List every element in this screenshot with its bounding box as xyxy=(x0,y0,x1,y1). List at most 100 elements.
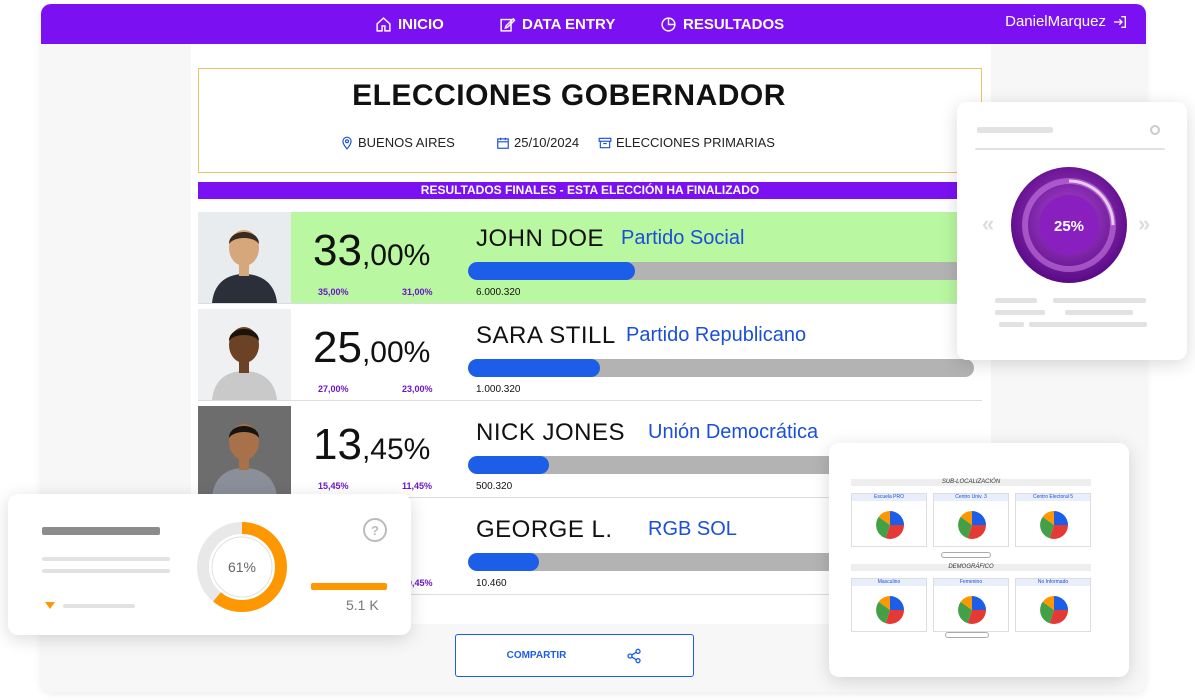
donut-value: 25% xyxy=(1054,218,1084,235)
vote-bar-track xyxy=(468,262,974,280)
share-label: COMPARTIR xyxy=(506,650,567,661)
orange-donut: 61% xyxy=(197,522,287,612)
archive-icon xyxy=(598,137,612,148)
report-preview-card: SUB-LOCALIZACIÓN Escuela PRO Centro Univ… xyxy=(829,443,1129,677)
candidate-photo xyxy=(198,309,291,400)
percentage: 13,45% xyxy=(313,420,431,469)
location-text: BUENOS AIRES xyxy=(358,135,455,150)
placeholder-bar xyxy=(995,310,1045,315)
report-panel: Centro Electoral 5 xyxy=(1015,493,1091,547)
chevron-right-icon[interactable]: » xyxy=(1138,211,1151,236)
party-name: Unión Democrática xyxy=(648,421,819,443)
report-selector[interactable] xyxy=(945,632,989,638)
donut-widget-card: « » 25% xyxy=(957,102,1187,360)
report-pie xyxy=(876,596,904,624)
placeholder-bar xyxy=(1029,322,1147,327)
party-name: Partido Republicano xyxy=(626,324,807,346)
sub-percentage-a: 27,00% xyxy=(318,384,349,394)
svg-text:?: ? xyxy=(371,523,379,538)
report-panel: Centro Univ. 3 xyxy=(933,493,1009,547)
candidate-name: NICK JONES xyxy=(476,419,626,446)
report-panel-title: Centro Electoral 5 xyxy=(1016,494,1090,501)
stat-value: 5.1 K xyxy=(346,597,379,613)
candidate-row[interactable]: 25,00% 27,00% 23,00% SARA STILL Partido … xyxy=(198,309,982,401)
logout-icon[interactable] xyxy=(1112,14,1128,30)
candidate-name: SARA STILL xyxy=(476,322,616,349)
nav-data-entry[interactable]: DATA ENTRY xyxy=(499,13,615,35)
report-pie xyxy=(1040,511,1068,539)
vote-count: 1.000.320 xyxy=(476,384,521,395)
share-button[interactable]: COMPARTIR xyxy=(455,634,694,677)
nav-inicio[interactable]: INICIO xyxy=(375,13,444,35)
user-menu[interactable]: DanielMarquez xyxy=(1005,13,1128,30)
report-panel-title: Masculino xyxy=(852,579,926,586)
orange-stat-card: 61% ? 5.1 K xyxy=(8,494,411,635)
progress-donut: 25% xyxy=(1011,167,1127,283)
candidate-name: GEORGE L. xyxy=(476,516,613,543)
vote-bar-fill xyxy=(468,553,539,571)
chevron-left-icon[interactable]: « xyxy=(982,211,995,236)
report-panel: Escuela PRO xyxy=(851,493,927,547)
user-name: DanielMarquez xyxy=(1005,13,1106,30)
vote-bar-fill xyxy=(468,359,600,377)
location-meta: BUENOS AIRES xyxy=(340,135,455,150)
report-panel: Femenino xyxy=(933,578,1009,632)
candidate-photo xyxy=(198,212,291,303)
candidate-row[interactable]: 33,00% 35,00% 31,00% JOHN DOE Partido So… xyxy=(198,212,982,304)
divider xyxy=(975,148,1165,150)
report-panel: Masculino xyxy=(851,578,927,632)
percentage: 25,00% xyxy=(313,323,431,372)
calendar-icon xyxy=(497,137,509,149)
donut-progress-arc xyxy=(197,522,287,612)
report-panel: No Informado xyxy=(1015,578,1091,632)
nav-resultados[interactable]: RESULTADOS xyxy=(660,13,784,35)
sub-percentage-a: 15,45% xyxy=(318,481,349,491)
placeholder-bar xyxy=(1053,298,1146,303)
pie-chart-icon xyxy=(661,16,676,32)
placeholder-bar xyxy=(63,604,135,608)
party-name: Partido Social xyxy=(621,227,745,249)
election-type-text: ELECCIONES PRIMARIAS xyxy=(616,135,775,150)
report-panel-title: Femenino xyxy=(934,579,1008,586)
sub-percentage-a: 35,00% xyxy=(318,287,349,297)
report-panel-title: Centro Univ. 3 xyxy=(934,494,1008,501)
top-navbar: INICIO DATA ENTRY RESULTADOS DanielMarqu… xyxy=(41,4,1146,44)
help-icon[interactable]: ? xyxy=(362,517,388,543)
sub-percentage-b: 23,00% xyxy=(402,384,433,394)
date-text: 25/10/2024 xyxy=(514,135,580,150)
nav-data-entry-label: DATA ENTRY xyxy=(522,15,616,33)
report-pie xyxy=(876,511,904,539)
placeholder-bar xyxy=(1065,310,1133,315)
report-pie xyxy=(1040,596,1068,624)
vote-count: 6.000.320 xyxy=(476,287,521,298)
nav-resultados-label: RESULTADOS xyxy=(683,15,785,33)
orange-progress-bar xyxy=(311,583,387,590)
donut-progress-arc xyxy=(1023,179,1115,271)
placeholder-bar xyxy=(977,127,1053,133)
donut-center xyxy=(211,536,273,598)
sub-percentage-b: 11,45% xyxy=(402,481,433,491)
report-pie xyxy=(958,596,986,624)
party-name: RGB SOL xyxy=(648,518,737,540)
results-final-banner: RESULTADOS FINALES - ESTA ELECCIÓN HA FI… xyxy=(198,182,982,199)
location-pin-icon xyxy=(342,136,352,150)
sub-percentage-b: 10,45% xyxy=(402,578,433,588)
placeholder-bar xyxy=(999,322,1024,327)
date-meta: 25/10/2024 xyxy=(496,135,579,150)
vote-count: 10.460 xyxy=(476,578,507,589)
edit-icon xyxy=(500,17,516,32)
report-section-title: SUB-LOCALIZACIÓN xyxy=(851,479,1091,486)
report-selector[interactable] xyxy=(941,552,991,558)
percentage: 33,00% xyxy=(313,226,431,275)
election-type-meta: ELECCIONES PRIMARIAS xyxy=(598,135,775,150)
candidate-name: JOHN DOE xyxy=(476,225,605,252)
election-header: ELECCIONES GOBERNADOR BUENOS AIRES 25/10… xyxy=(198,68,982,173)
report-section-title: DEMOGRÁFICO xyxy=(851,564,1091,571)
share-icon xyxy=(627,648,642,663)
vote-bar-track xyxy=(468,359,974,377)
report-pie xyxy=(958,511,986,539)
vote-bar-fill xyxy=(468,262,635,280)
caret-down-icon xyxy=(45,602,55,609)
sub-percentage-b: 31,00% xyxy=(402,287,433,297)
